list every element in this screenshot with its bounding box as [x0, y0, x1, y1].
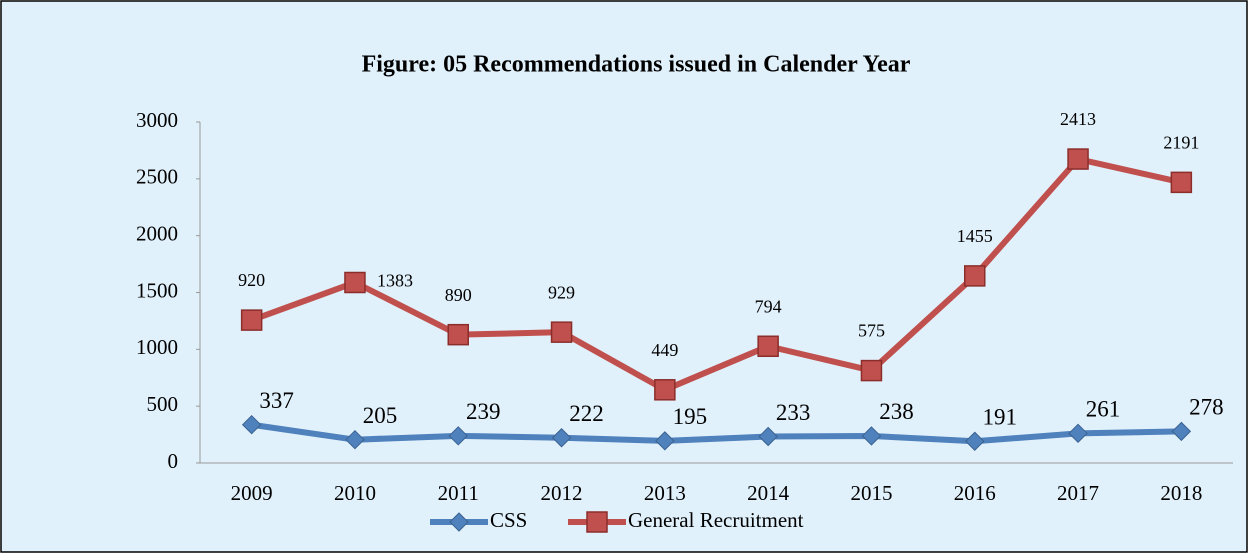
data-label: 1383 — [377, 271, 413, 291]
data-label: 239 — [466, 399, 501, 424]
legend-label: General Recruitment — [628, 508, 804, 532]
marker — [965, 431, 985, 451]
data-label: 920 — [238, 270, 265, 290]
data-label: 794 — [755, 296, 782, 316]
y-tick-label: 1000 — [136, 335, 178, 359]
x-tick-label: 2013 — [644, 481, 686, 505]
marker — [757, 335, 779, 358]
marker — [345, 429, 365, 450]
legend-label: CSS — [490, 508, 527, 532]
data-label: 238 — [879, 399, 914, 424]
marker — [1171, 421, 1192, 442]
marker — [586, 511, 608, 533]
data-label: 929 — [548, 282, 575, 302]
y-tick-label: 1500 — [136, 278, 178, 302]
marker — [240, 309, 263, 331]
marker — [654, 379, 676, 401]
x-tick-label: 2015 — [850, 481, 892, 505]
data-label: 261 — [1086, 397, 1121, 422]
y-tick-label: 3000 — [136, 108, 178, 132]
y-tick-label: 2000 — [136, 221, 178, 245]
marker — [1068, 423, 1088, 444]
marker — [1170, 171, 1193, 194]
data-label: 2191 — [1163, 132, 1199, 152]
y-tick-label: 2500 — [136, 165, 178, 189]
x-tick-label: 2012 — [541, 481, 583, 505]
marker — [550, 321, 573, 343]
x-tick-label: 2016 — [954, 481, 996, 505]
marker — [655, 431, 675, 451]
data-label: 1455 — [957, 226, 993, 246]
data-label: 890 — [445, 285, 472, 305]
data-label: 205 — [363, 403, 398, 428]
line-series — [251, 421, 1182, 445]
data-label: 337 — [259, 388, 294, 413]
data-label: 233 — [776, 400, 811, 425]
data-label: 191 — [983, 405, 1018, 430]
data-label: 449 — [651, 340, 678, 360]
chart-title: Figure: 05 Recommendations issued in Cal… — [362, 52, 911, 78]
x-tick-label: 2014 — [747, 481, 790, 505]
data-label: 575 — [858, 321, 885, 341]
y-tick-label: 500 — [147, 392, 179, 416]
x-tick-label: 2018 — [1160, 481, 1202, 505]
marker — [449, 512, 469, 532]
marker — [758, 426, 778, 447]
x-tick-label: 2017 — [1057, 481, 1099, 505]
marker — [861, 426, 882, 446]
data-label: 278 — [1189, 395, 1224, 420]
marker — [447, 323, 469, 346]
x-tick-label: 2011 — [438, 481, 479, 505]
x-tick-label: 2010 — [334, 481, 376, 505]
marker — [344, 271, 366, 294]
line-series — [250, 156, 1183, 393]
data-label: 195 — [673, 404, 708, 429]
x-tick-label: 2009 — [231, 481, 273, 505]
marker — [1067, 148, 1089, 170]
data-label: 222 — [569, 401, 604, 426]
marker — [241, 414, 262, 435]
marker — [448, 426, 468, 446]
data-label: 2413 — [1060, 109, 1096, 129]
marker — [551, 428, 572, 448]
marker — [964, 265, 986, 287]
y-tick-label: 0 — [168, 449, 179, 473]
marker — [860, 359, 883, 382]
